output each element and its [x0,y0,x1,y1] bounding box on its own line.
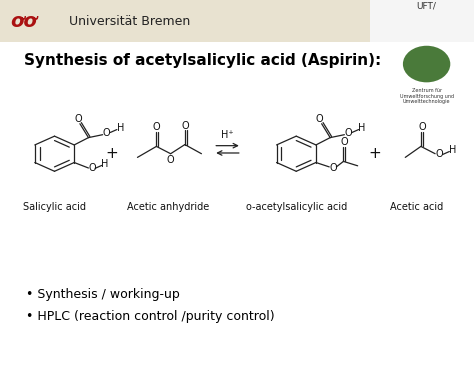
Text: O: O [329,163,337,173]
Text: O: O [167,155,174,165]
Text: ơơ: ơơ [10,12,37,30]
Text: o-acetylsalicylic acid: o-acetylsalicylic acid [246,202,347,212]
Text: Synthesis of acetylsalicylic acid (Aspirin):: Synthesis of acetylsalicylic acid (Aspir… [24,53,381,68]
Bar [0,0,474,42]
Text: H: H [449,145,457,155]
Bar [370,0,474,42]
Text: H: H [358,123,365,134]
Text: • Synthesis / working-up: • Synthesis / working-up [26,288,180,301]
Ellipse shape [403,46,450,82]
Text: O: O [153,122,160,132]
Text: O: O [103,128,110,138]
Text: O: O [316,114,324,124]
Text: H: H [101,159,109,169]
Text: Salicylic acid: Salicylic acid [23,202,86,212]
Text: Acetic acid: Acetic acid [391,202,444,212]
Text: O: O [181,120,189,131]
Text: +: + [105,146,118,161]
Text: • HPLC (reaction control /purity control): • HPLC (reaction control /purity control… [26,310,275,323]
Text: O: O [345,128,352,138]
Text: Acetic anhydride: Acetic anhydride [127,202,210,212]
Text: H: H [117,123,124,134]
Text: Universität Bremen: Universität Bremen [69,15,190,27]
Text: Zentrum für
Umweltforschung und
Umwelttechnologie: Zentrum für Umweltforschung und Umweltte… [400,88,454,104]
Text: H⁺: H⁺ [221,130,234,140]
Text: O: O [435,149,443,160]
Text: O: O [74,114,82,124]
Text: +: + [368,146,381,161]
Text: O: O [341,137,348,147]
Text: O: O [89,163,96,173]
Text: O: O [418,122,426,132]
Text: UFT/: UFT/ [417,2,437,11]
